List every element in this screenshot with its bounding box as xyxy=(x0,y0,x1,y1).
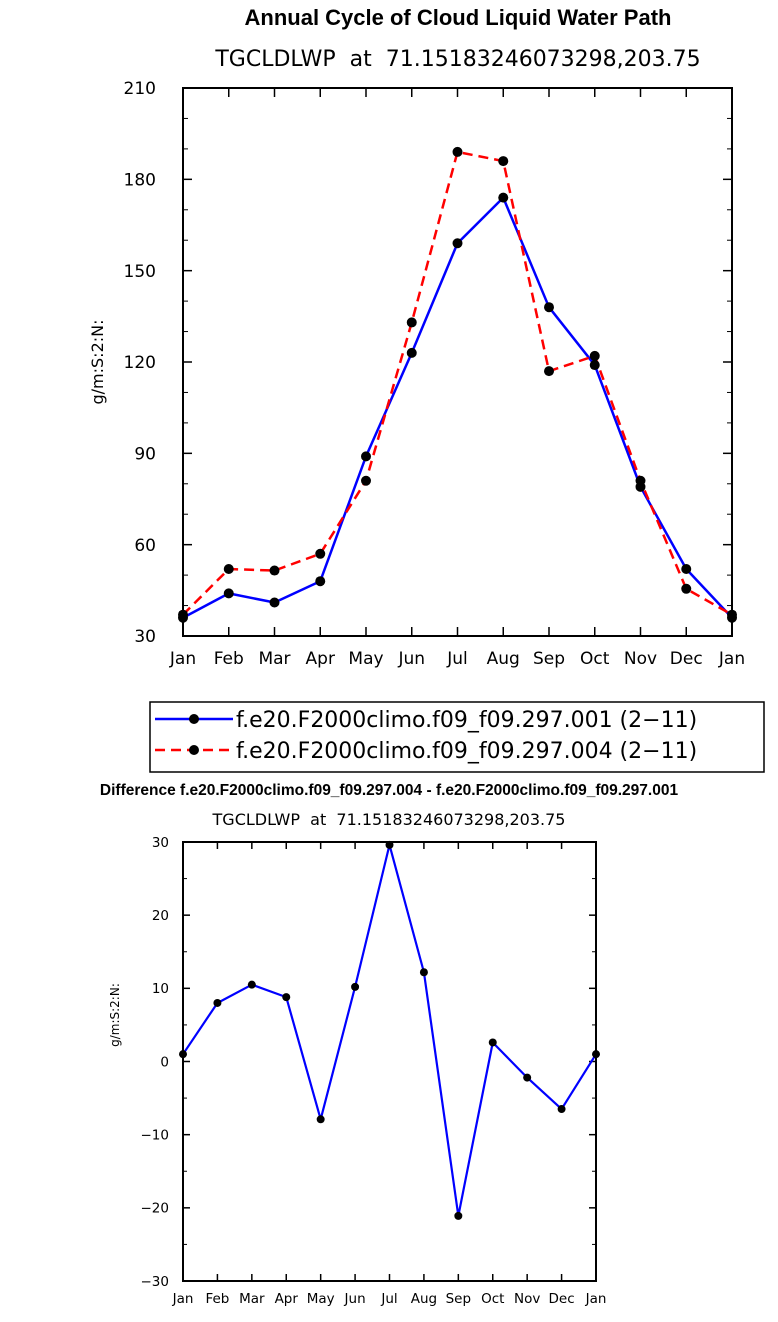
chart2-xtick-label: Aug xyxy=(411,1291,437,1307)
chart2-series-1-point xyxy=(316,1115,325,1124)
legend-box xyxy=(149,701,765,773)
chart1-xtick-label: Oct xyxy=(580,649,610,669)
chart1-ytick-label: 120 xyxy=(124,353,156,373)
chart1-ytick-label: 150 xyxy=(124,262,156,282)
chart1-ytick-label: 90 xyxy=(134,444,156,464)
chart1-series-2-point xyxy=(178,609,188,620)
chart1-series-2-point xyxy=(452,146,463,157)
chart2-series-1-point xyxy=(419,968,428,977)
chart1-series-1-line xyxy=(182,196,733,619)
chart1-series-2-point xyxy=(589,350,600,361)
chart1-xtick-label: Jan xyxy=(718,649,745,669)
chart2-subtitle: TGCLDLWP at 71.15183246073298,203.75 xyxy=(212,810,566,829)
chart1-series-2-point xyxy=(361,475,371,486)
chart2-xtick-label: Feb xyxy=(205,1291,229,1307)
legend-marker-2 xyxy=(189,745,199,755)
difference-chart: Difference f.e20.F2000climo.f09_f09.297.… xyxy=(100,782,679,1307)
chart2-series-1-point xyxy=(523,1073,532,1082)
chart2-ytick-label: 30 xyxy=(152,835,169,851)
chart1-ytick-label: 210 xyxy=(124,79,156,99)
chart2-series-1-point xyxy=(179,1050,187,1059)
chart2-series-1-point xyxy=(385,840,394,849)
chart1-series-2-point xyxy=(406,317,417,328)
chart1-series-1-point xyxy=(681,564,692,575)
legend-label-2: f.e20.F2000climo.f09_f09.297.004 (2−11) xyxy=(236,739,697,764)
chart2-xtick-label: Jan xyxy=(585,1291,607,1307)
chart1-xtick-label: Apr xyxy=(306,649,335,669)
chart1-series-2-point xyxy=(269,565,280,576)
chart1-xtick-label: Jan xyxy=(169,649,196,669)
chart1-series-2-point xyxy=(315,548,326,559)
chart2-plot-frame xyxy=(182,841,597,1282)
chart2-series-1-point xyxy=(213,998,222,1007)
chart1-series-1-point xyxy=(406,347,417,358)
chart2-ytick-label: −30 xyxy=(141,1274,170,1290)
chart2-xtick-label: Jul xyxy=(380,1291,397,1307)
chart1-xtick-label: Jul xyxy=(446,649,468,669)
chart1-xtick-label: Mar xyxy=(258,649,290,669)
chart2-xtick-label: Sep xyxy=(446,1291,471,1307)
chart1-series-1-point xyxy=(361,451,371,462)
chart1-series-2-line xyxy=(182,150,733,616)
chart1-ytick-label: 180 xyxy=(124,170,156,190)
chart2-series-1-point xyxy=(592,1050,600,1059)
chart2-xtick-label: Nov xyxy=(514,1291,540,1307)
chart2-title: Difference f.e20.F2000climo.f09_f09.297.… xyxy=(100,782,679,799)
chart2-xtick-label: Dec xyxy=(549,1291,575,1307)
chart1-xtick-label: Sep xyxy=(533,649,565,669)
chart2-ylabel: g/m:S:2:N: xyxy=(108,983,122,1047)
chart2-xtick-label: Oct xyxy=(481,1291,504,1307)
chart1-subtitle: TGCLDLWP at 71.15183246073298,203.75 xyxy=(214,47,700,72)
chart1-xtick-label: Jun xyxy=(397,649,425,669)
chart2-series-1-line xyxy=(182,843,597,1217)
chart1-series-2-point xyxy=(223,564,234,575)
chart2-ytick-label: 20 xyxy=(152,908,169,924)
chart1-series-2-point xyxy=(635,475,646,486)
chart1-series-2-point xyxy=(727,609,737,620)
chart2-series-1-point xyxy=(351,982,360,991)
chart1-series-1-point xyxy=(452,238,463,249)
chart1-series-1-point xyxy=(589,360,600,371)
chart1-series-1-point xyxy=(223,588,234,599)
chart1-series-1-point xyxy=(315,576,326,587)
chart1-series-2-point xyxy=(498,156,509,167)
chart1-title: Annual Cycle of Cloud Liquid Water Path xyxy=(245,5,672,30)
legend-marker-1 xyxy=(189,714,199,724)
chart1-plot-frame xyxy=(182,87,733,637)
chart1-series-1-point xyxy=(269,597,280,608)
chart1-series-2-point xyxy=(544,366,554,377)
chart2-xtick-label: Mar xyxy=(239,1291,265,1307)
chart2-ytick-label: 0 xyxy=(160,1054,169,1070)
chart2-xtick-label: Jun xyxy=(344,1291,366,1307)
chart2-xtick-label: Jan xyxy=(172,1291,194,1307)
chart2-series-1-point xyxy=(247,980,256,989)
chart2-ytick-label: 10 xyxy=(152,981,169,997)
chart2-series-1-point xyxy=(454,1211,463,1220)
chart2-series-1-point xyxy=(282,993,291,1002)
chart1-xtick-label: Nov xyxy=(624,649,657,669)
annual-cycle-chart: Annual Cycle of Cloud Liquid Water Path … xyxy=(88,5,765,773)
chart1-ytick-label: 30 xyxy=(134,627,156,647)
chart2-xtick-label: May xyxy=(307,1291,335,1307)
chart2-ytick-label: −10 xyxy=(141,1128,170,1144)
chart1-series-1-point xyxy=(544,302,554,313)
chart1-xtick-label: Aug xyxy=(487,649,520,669)
legend-label-1: f.e20.F2000climo.f09_f09.297.001 (2−11) xyxy=(236,708,697,733)
chart2-ytick-label: −20 xyxy=(141,1201,170,1217)
chart1-xtick-label: May xyxy=(348,649,383,669)
chart1-series-1-point xyxy=(498,192,509,203)
chart1-ytick-label: 60 xyxy=(134,536,156,556)
chart2-series-1-point xyxy=(557,1105,566,1114)
chart1-series-2-point xyxy=(681,583,692,594)
chart1-ylabel: g/m:S:2:N: xyxy=(88,320,107,405)
chart1-xtick-label: Dec xyxy=(670,649,703,669)
chart2-series-1-point xyxy=(488,1038,497,1047)
chart2-xtick-label: Apr xyxy=(275,1291,299,1307)
chart1-xtick-label: Feb xyxy=(214,649,244,669)
